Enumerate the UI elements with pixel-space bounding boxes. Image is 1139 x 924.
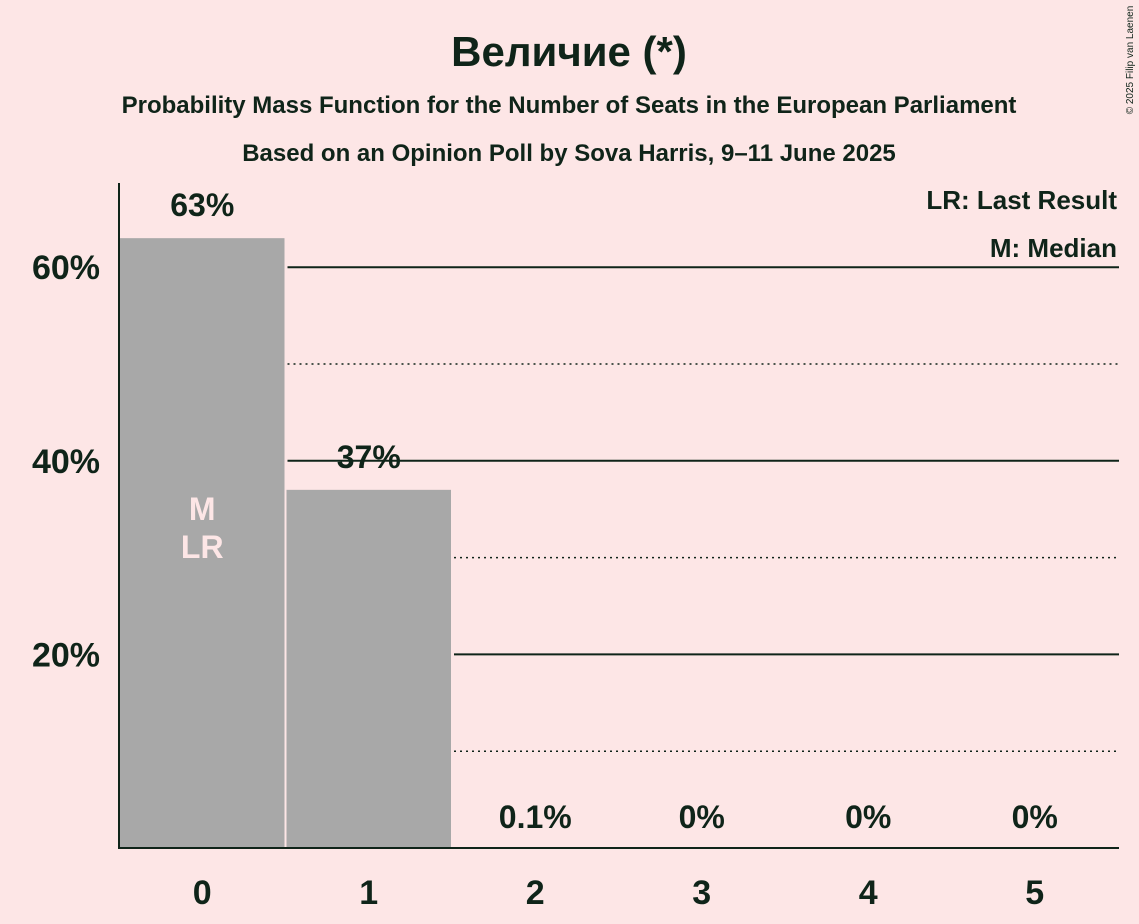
y-tick-label-0: 20%	[32, 636, 100, 674]
x-tick-label-3: 3	[692, 874, 711, 912]
data-label-1: 37%	[337, 439, 401, 475]
bar-annotation-lr: LR	[181, 529, 224, 565]
x-tick-label-1: 1	[359, 874, 378, 912]
data-labels: 63% MLR 37% 0.1% 0% 0% 0%	[170, 187, 1058, 835]
legend-last-result: LR: Last Result	[926, 185, 1117, 215]
y-tick-label-1: 40%	[32, 443, 100, 481]
x-tick-label-4: 4	[859, 874, 878, 912]
chart-subtitle-2: Based on an Opinion Poll by Sova Harris,…	[242, 140, 896, 167]
chart-subtitle-1: Probability Mass Function for the Number…	[122, 92, 1017, 119]
chart-title: Величие (*)	[451, 28, 687, 75]
y-axis: 20% 40% 60%	[32, 183, 120, 849]
bar-annotation-m: M	[189, 491, 216, 527]
gridlines	[287, 266, 1119, 752]
data-label-3: 0%	[679, 799, 725, 835]
copyright-text: © 2025 Filip van Laenen	[1125, 6, 1136, 115]
bar-1	[286, 489, 451, 848]
bar-0	[120, 238, 285, 848]
x-tick-label-2: 2	[526, 874, 545, 912]
x-tick-label-0: 0	[193, 874, 212, 912]
data-label-4: 0%	[845, 799, 891, 835]
data-label-2: 0.1%	[499, 799, 572, 835]
data-label-5: 0%	[1012, 799, 1058, 835]
data-label-0: 63%	[170, 187, 234, 223]
legend-median: M: Median	[990, 233, 1117, 263]
x-axis: 0 1 2 3 4 5	[118, 847, 1119, 912]
y-tick-label-2: 60%	[32, 249, 100, 287]
bars	[120, 238, 618, 848]
x-tick-label-5: 5	[1025, 874, 1044, 912]
